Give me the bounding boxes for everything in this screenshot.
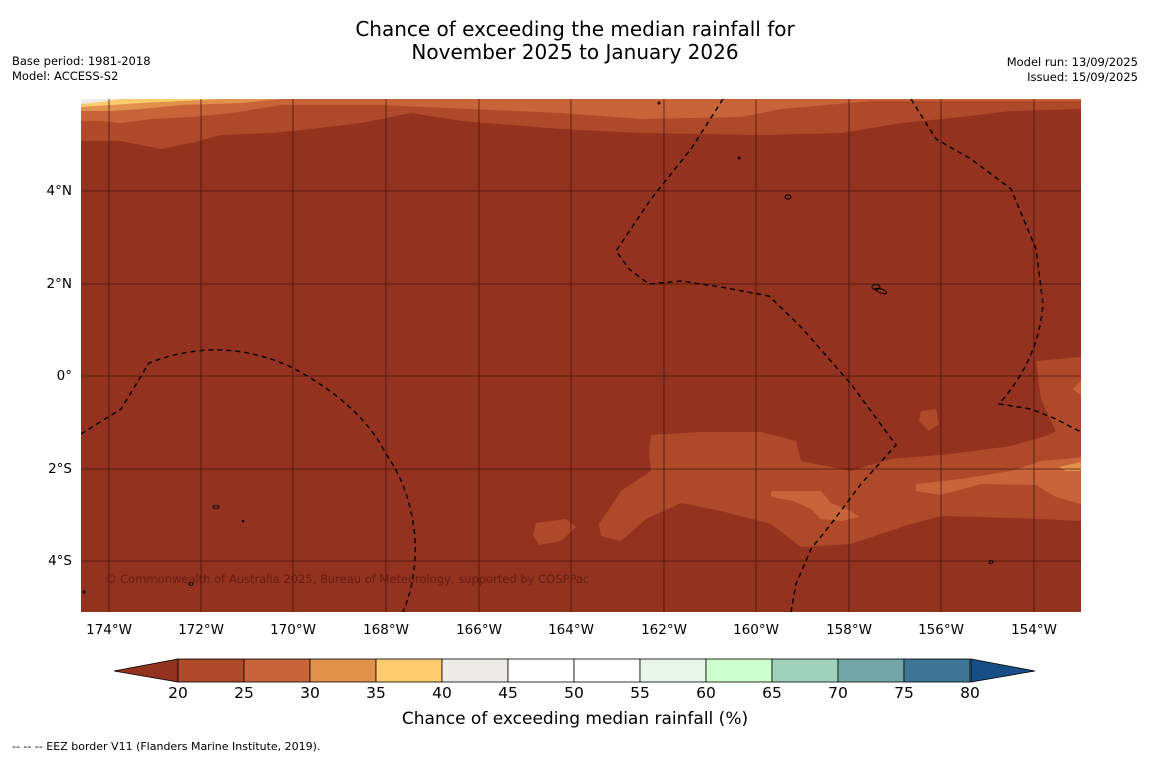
island-3 — [874, 287, 888, 295]
field-20-25-west — [533, 519, 576, 545]
colorbar-tick-30: 30 — [300, 684, 320, 702]
island-6 — [988, 560, 994, 564]
colorbar-tick-80: 80 — [960, 684, 980, 702]
colorbar-tick-20: 20 — [168, 684, 188, 702]
island-10 — [82, 590, 86, 594]
field-25-30-north — [81, 99, 1081, 123]
colorbar-segment-65-70 — [771, 658, 839, 683]
map-title: Chance of exceeding the median rainfall … — [0, 18, 1150, 64]
model-name: Model: ACCESS-S2 — [12, 69, 119, 83]
island-5 — [188, 582, 194, 586]
colorbar-tick-35: 35 — [366, 684, 386, 702]
lon-label-160w: 160°W — [733, 622, 779, 638]
colorbar — [114, 658, 1036, 683]
lon-label-170w: 170°W — [270, 622, 316, 638]
map-svg — [81, 99, 1081, 612]
colorbar-tick-50: 50 — [564, 684, 584, 702]
field-20-25-east — [1036, 357, 1081, 431]
field-25-30-mid — [771, 491, 859, 521]
islands — [82, 101, 994, 594]
colorbar-tick-55: 55 — [630, 684, 650, 702]
colorbar-segment-20-25 — [177, 658, 245, 683]
eez-borders — [81, 99, 1081, 612]
field-35-40-north — [81, 99, 221, 107]
colorbar-label: Chance of exceeding median rainfall (%) — [401, 709, 749, 729]
colorbar-segment-45-50 — [507, 658, 575, 683]
colorbar-under-arrow — [114, 658, 179, 683]
eez-footnote: -- -- -- EEZ border V11 (Flanders Marine… — [12, 740, 321, 753]
copyright-notice: © Commonwealth of Australia 2025, Bureau… — [105, 572, 590, 586]
colorbar-segment-40-45 — [441, 658, 509, 683]
title-line-2: November 2025 to January 2026 — [411, 40, 739, 64]
field-20-25-south — [599, 429, 1081, 547]
model-run: Model run: 13/09/2025 — [1006, 55, 1138, 69]
base-period: Base period: 1981-2018 — [12, 54, 151, 68]
island-4 — [212, 505, 220, 509]
lon-label-158w: 158°W — [826, 622, 872, 638]
lat-label-4s: 4°S — [48, 553, 72, 569]
colorbar-tick-70: 70 — [828, 684, 848, 702]
colorbar-segment-75-80 — [903, 658, 971, 683]
eez-border-kiribati-north — [615, 99, 897, 612]
lon-label-172w: 172°W — [178, 622, 224, 638]
island-1 — [784, 194, 792, 200]
colorbar-tick-40: 40 — [432, 684, 452, 702]
field-20-25-islet — [919, 409, 939, 431]
lon-label-164w: 164°W — [548, 622, 594, 638]
island-7 — [737, 156, 741, 160]
colorbar-tick-65: 65 — [762, 684, 782, 702]
eez-border-east — [910, 99, 1081, 433]
lat-label-2s: 2°S — [48, 461, 72, 477]
island-8 — [657, 101, 661, 105]
colorbar-tick-60: 60 — [696, 684, 716, 702]
colorbar-segment-55-60 — [639, 658, 707, 683]
eez-border-west — [81, 349, 416, 612]
lon-label-156w: 156°W — [918, 622, 964, 638]
field-20-25-north — [81, 99, 1081, 149]
colorbar-over-arrow — [970, 658, 1036, 683]
lon-label-166w: 166°W — [456, 622, 502, 638]
issued-date: Issued: 15/09/2025 — [1027, 70, 1138, 84]
field-25-30-east-edge — [1073, 381, 1081, 395]
graticule — [81, 99, 1081, 612]
colorbar-tick-25: 25 — [234, 684, 254, 702]
island-9 — [241, 519, 245, 523]
colorbar-tick-75: 75 — [894, 684, 914, 702]
lat-label-4n: 4°N — [46, 183, 72, 199]
colorbar-segment-60-65 — [705, 658, 773, 683]
lon-label-174w: 174°W — [86, 622, 132, 638]
colorbar-segment-25-30 — [243, 658, 311, 683]
colorbar-segment-70-75 — [837, 658, 905, 683]
title-line-1: Chance of exceeding the median rainfall … — [355, 17, 795, 41]
field-40-45-north — [81, 99, 121, 104]
lon-label-168w: 168°W — [363, 622, 409, 638]
colorbar-tick-45: 45 — [498, 684, 518, 702]
meta-right: Model run: 13/09/2025 Issued: 15/09/2025 — [1007, 55, 1138, 85]
colorbar-segment-30-35 — [309, 658, 377, 683]
colorbar-segment-50-55 — [573, 658, 641, 683]
lat-label-0: 0° — [56, 368, 72, 384]
island-2 — [871, 284, 881, 290]
lon-label-162w: 162°W — [641, 622, 687, 638]
field-below-20 — [81, 99, 1081, 612]
map-panel — [81, 99, 1081, 612]
colorbar-segment-35-40 — [375, 658, 443, 683]
lat-label-2n: 2°N — [46, 276, 72, 292]
meta-left: Base period: 1981-2018 Model: ACCESS-S2 — [12, 54, 151, 84]
lon-label-154w: 154°W — [1011, 622, 1057, 638]
colorbar-segments — [177, 658, 971, 683]
